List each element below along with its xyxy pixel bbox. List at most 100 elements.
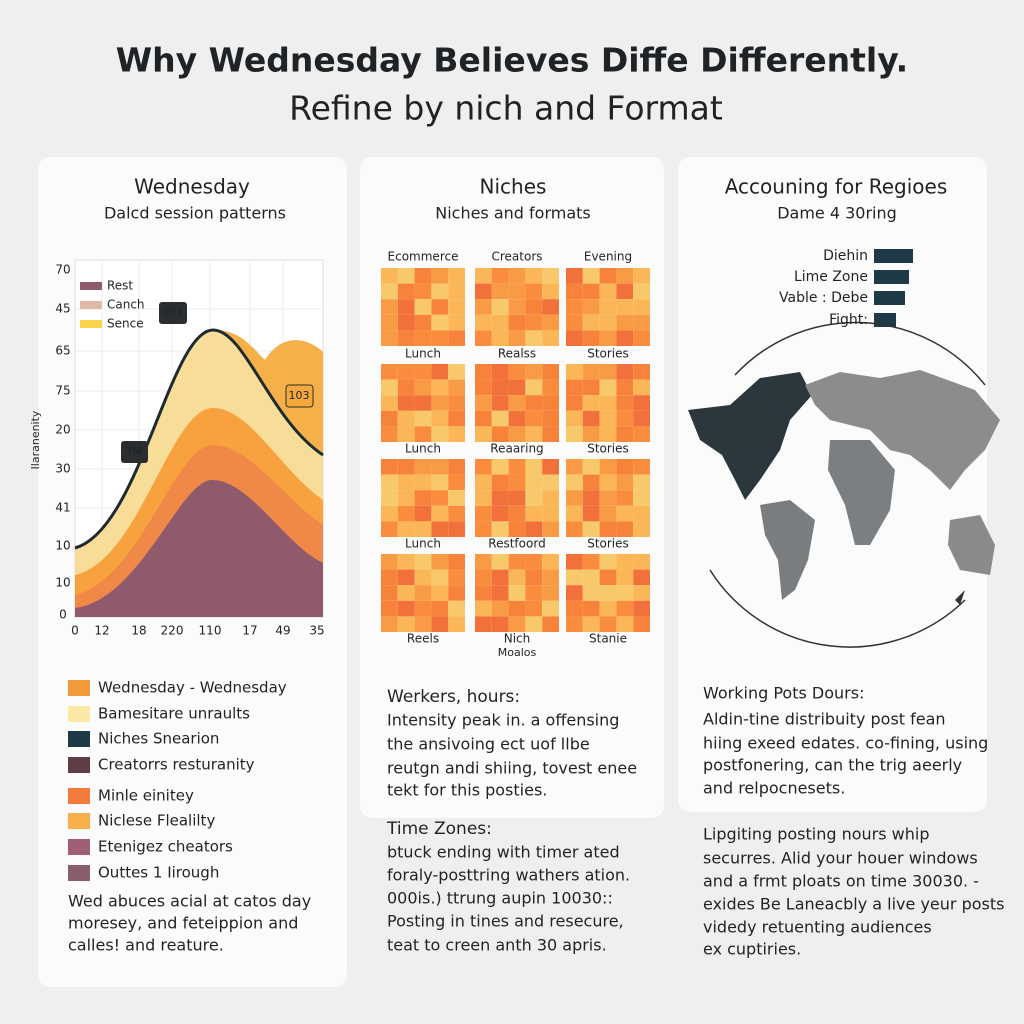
heat-cell bbox=[525, 554, 543, 570]
heat-cell bbox=[542, 268, 559, 284]
y-tick-label: 10 bbox=[55, 539, 70, 553]
heat-cell bbox=[566, 600, 583, 617]
heat-cell bbox=[542, 395, 559, 411]
heat-cell bbox=[599, 600, 617, 617]
heat-cell bbox=[475, 268, 492, 284]
heat-cell bbox=[491, 585, 509, 601]
heat-cell bbox=[431, 505, 449, 522]
heat-cell bbox=[542, 474, 559, 491]
heat-cell bbox=[491, 364, 509, 380]
heat-cell bbox=[525, 314, 543, 331]
badge-label: TM bbox=[125, 445, 142, 458]
legend-swatch bbox=[68, 731, 90, 747]
bar bbox=[874, 291, 905, 305]
heat-cell bbox=[508, 585, 526, 601]
heat-cell bbox=[414, 554, 432, 570]
legend-swatch bbox=[80, 301, 102, 309]
heat-cell bbox=[491, 521, 509, 537]
heat-cell bbox=[381, 283, 398, 300]
heat-cell bbox=[475, 299, 492, 315]
heat-cell bbox=[431, 490, 449, 506]
heat-cell bbox=[491, 379, 509, 396]
heat-cell bbox=[582, 268, 600, 284]
heat-cell bbox=[448, 426, 465, 442]
heat-cell bbox=[381, 299, 398, 315]
grid-label: Evening bbox=[584, 250, 632, 264]
heat-cell bbox=[414, 314, 432, 331]
heat-cell bbox=[616, 283, 634, 300]
grid-label: Creators bbox=[491, 250, 542, 264]
heat-cell bbox=[414, 395, 432, 411]
x-tick-label: 220 bbox=[161, 624, 184, 638]
heat-cell bbox=[566, 505, 583, 522]
heat-cell bbox=[475, 600, 492, 617]
x-tick-label: 35 bbox=[309, 624, 324, 638]
heat-cell bbox=[542, 459, 559, 475]
legend-swatch bbox=[80, 320, 102, 328]
grid-label: Ecommerce bbox=[388, 250, 459, 264]
heat-cell bbox=[414, 330, 432, 346]
heat-cell bbox=[616, 585, 634, 601]
x-tick-label: 12 bbox=[94, 624, 109, 638]
heat-cell bbox=[414, 426, 432, 442]
subtitle: Refine by nich and Format bbox=[289, 89, 723, 128]
heat-cell bbox=[491, 600, 509, 617]
texts: Why Wednesday Believes Diffe Differently… bbox=[29, 41, 1004, 959]
heat-cell bbox=[525, 268, 543, 284]
heat-cell bbox=[508, 569, 526, 586]
heat-cell bbox=[525, 426, 543, 442]
heat-cell bbox=[475, 616, 492, 632]
heat-cell bbox=[431, 459, 449, 475]
heat-cell bbox=[566, 490, 583, 506]
line bbox=[74, 328, 324, 550]
badge-label: 001 bbox=[163, 306, 184, 319]
heat-cell bbox=[381, 554, 398, 570]
section-line: and relpocnesets. bbox=[703, 779, 845, 798]
heat-cell bbox=[525, 600, 543, 617]
heat-cell bbox=[508, 459, 526, 475]
heat-cell bbox=[448, 474, 465, 491]
heat-cell bbox=[431, 569, 449, 586]
legend-label: Creatorrs resturanity bbox=[98, 756, 255, 774]
legend-label: Outtes 1 Iirough bbox=[98, 864, 219, 882]
x-tick-label: 18 bbox=[131, 624, 146, 638]
heat-cell bbox=[542, 283, 559, 300]
heat-cell bbox=[633, 474, 650, 491]
legend-swatch bbox=[68, 706, 90, 722]
legend-swatch bbox=[80, 282, 102, 290]
heat-cell bbox=[582, 521, 600, 537]
heat-cell bbox=[542, 616, 559, 632]
heat-cell bbox=[414, 585, 432, 601]
heat-cell bbox=[508, 395, 526, 411]
heat-cell bbox=[599, 379, 617, 396]
heat-cell bbox=[616, 314, 634, 331]
card-subtitle: Dalcd session patterns bbox=[104, 204, 286, 223]
heat-cell bbox=[508, 554, 526, 570]
heat-cell bbox=[491, 569, 509, 586]
grid-label: Lunch bbox=[405, 537, 441, 551]
y-tick-label: 45 bbox=[55, 302, 70, 316]
grid-label: Stanie bbox=[589, 632, 627, 646]
heat-cell bbox=[566, 554, 583, 570]
heat-cell bbox=[616, 459, 634, 475]
heat-cell bbox=[633, 314, 650, 331]
section-line: postfonering, can the trig aeerly bbox=[703, 756, 962, 775]
world-map bbox=[688, 321, 1000, 648]
heat-cell bbox=[475, 585, 492, 601]
heat-cell bbox=[599, 616, 617, 632]
heat-cell bbox=[508, 505, 526, 522]
heat-cell bbox=[599, 585, 617, 601]
heat-cell bbox=[633, 505, 650, 522]
heat-cell bbox=[525, 490, 543, 506]
heat-cell bbox=[448, 314, 465, 331]
heat-cell bbox=[508, 330, 526, 346]
heat-cell bbox=[448, 585, 465, 601]
heat-cell bbox=[508, 283, 526, 300]
heat-cell bbox=[542, 585, 559, 601]
section-line: reutgn andi shiing, tovest enee bbox=[387, 759, 637, 778]
heat-cell bbox=[582, 616, 600, 632]
heat-cell bbox=[397, 490, 415, 506]
heat-cell bbox=[397, 426, 415, 442]
heat-cell bbox=[431, 521, 449, 537]
heat-cell bbox=[508, 314, 526, 331]
